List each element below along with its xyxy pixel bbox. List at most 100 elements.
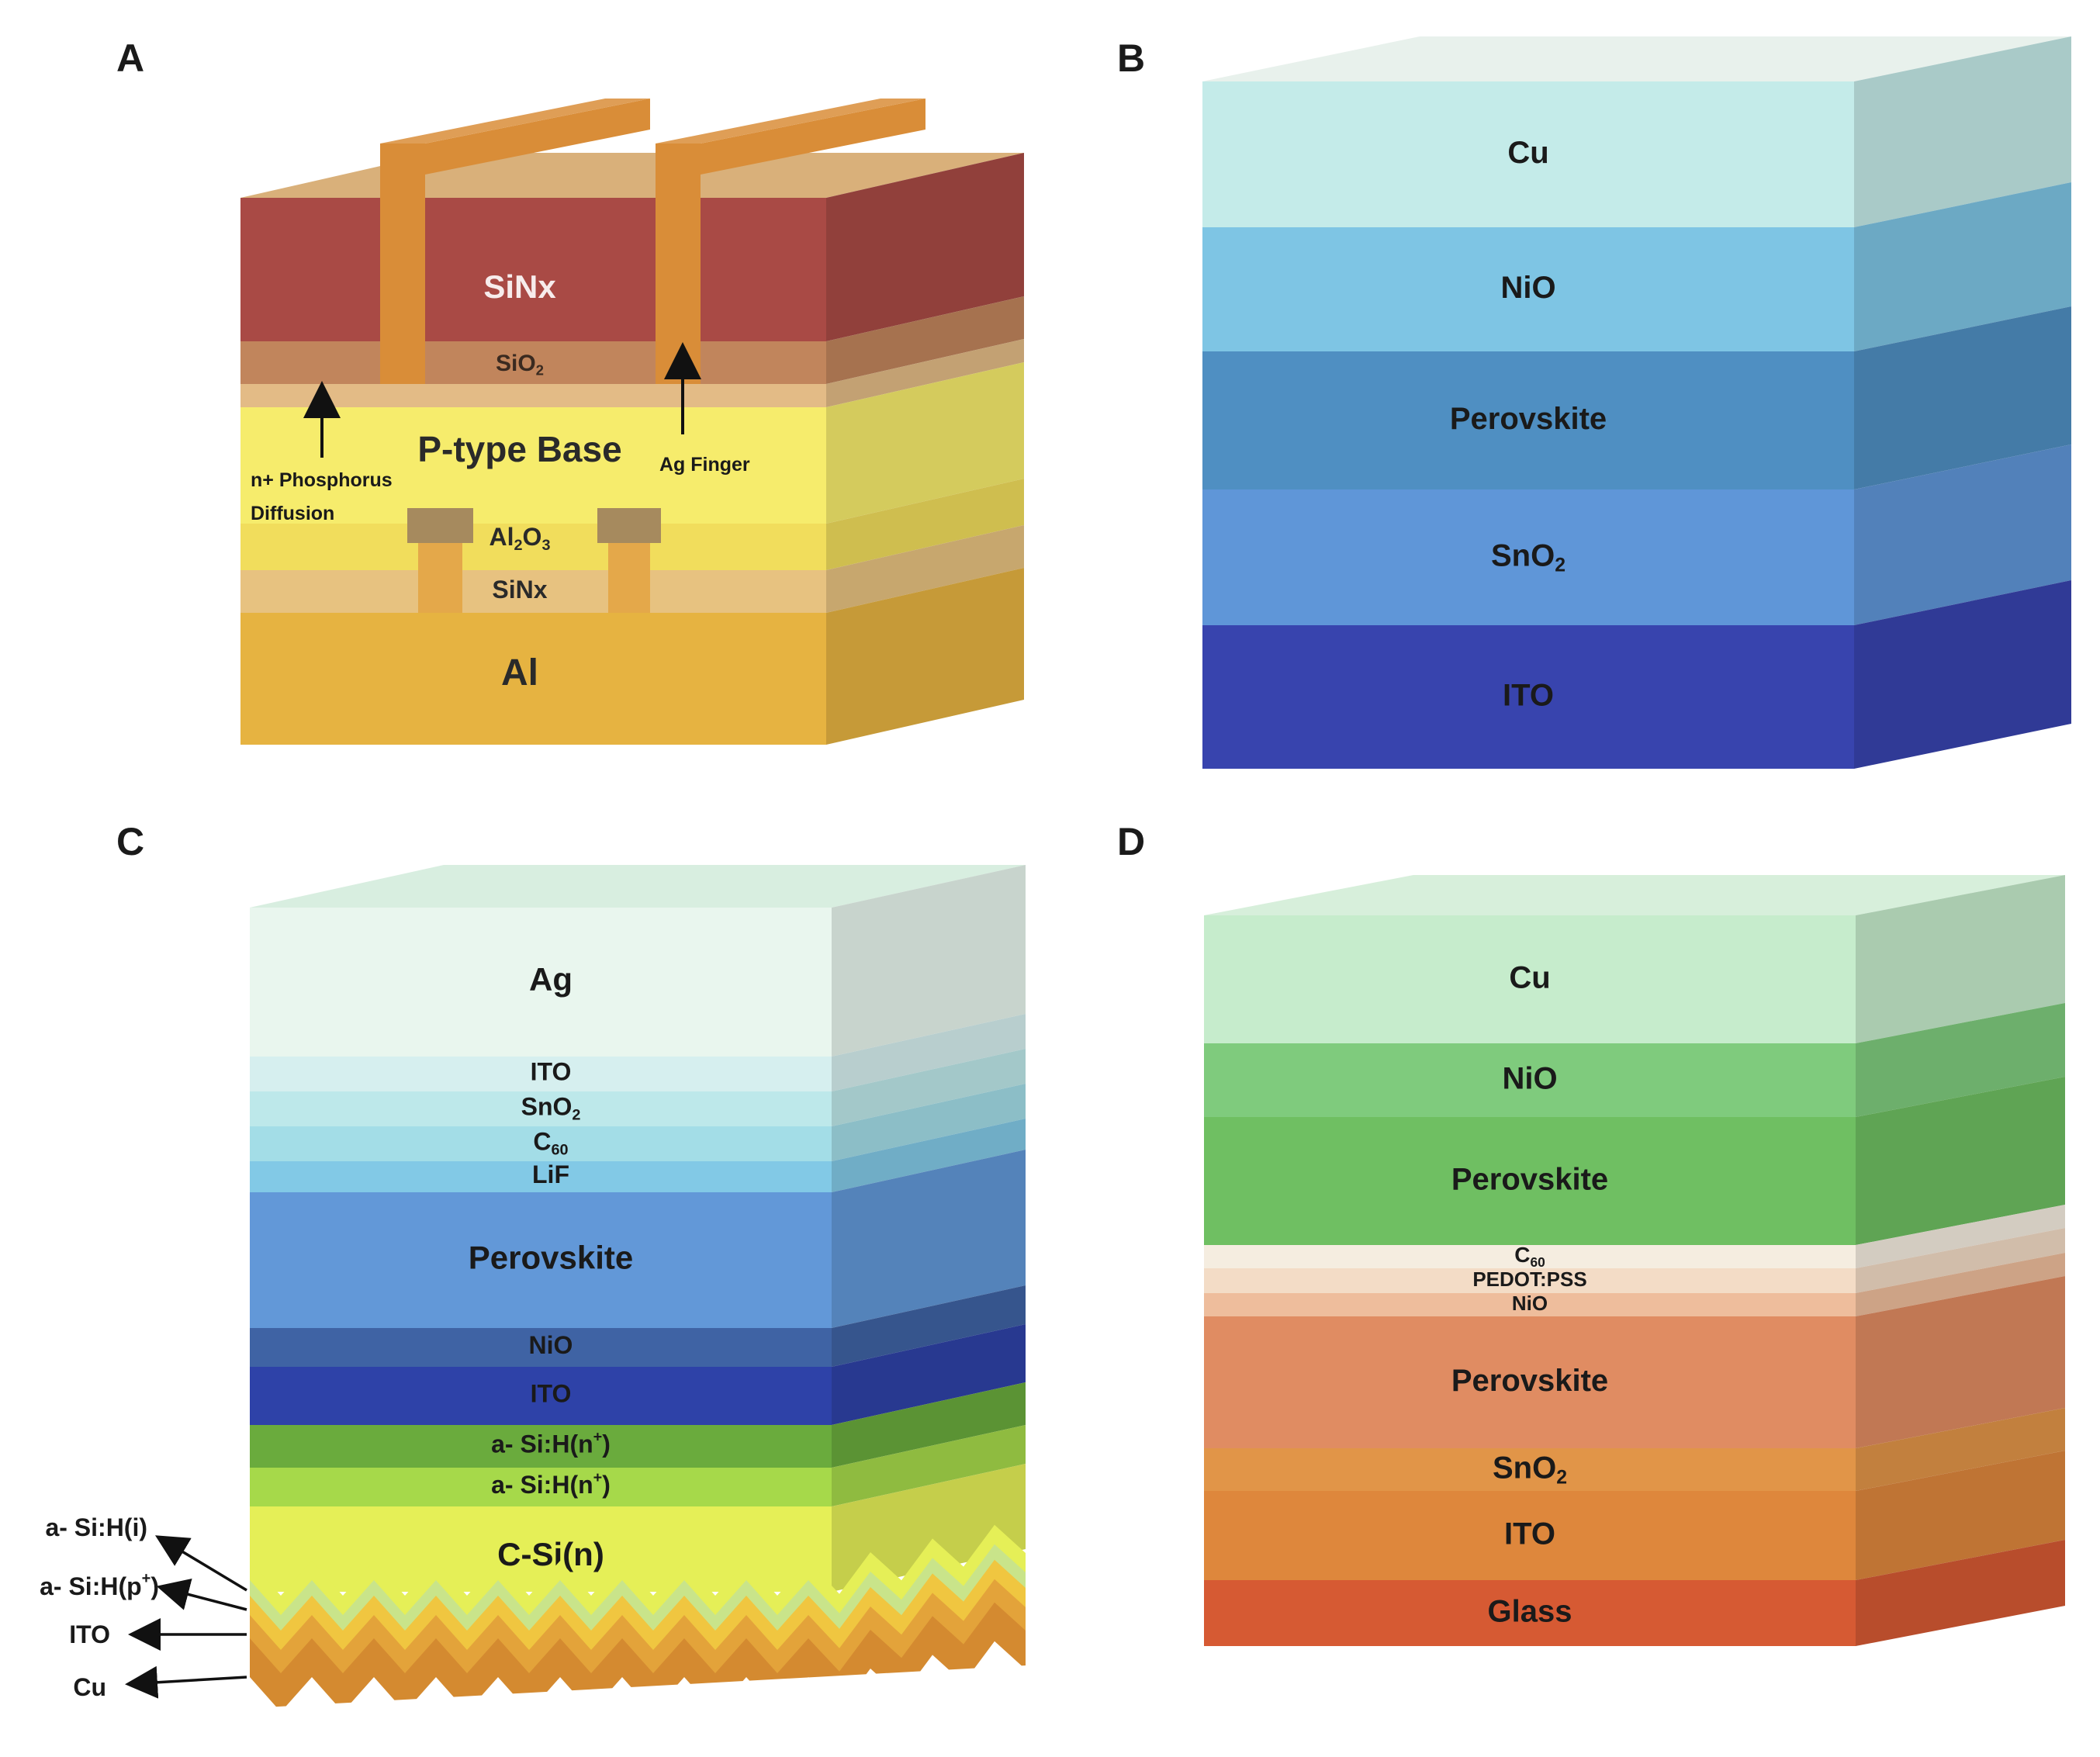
d-layer-sno2-7-label-subscript: 2 (1556, 1467, 1567, 1488)
panel-letter-d: D (1117, 820, 1145, 863)
c-layer-ito-1-side (832, 1014, 1026, 1091)
a-layer-4 (240, 524, 826, 570)
a-label-al: Al (501, 652, 538, 693)
c-layer-ito-7 (250, 1367, 832, 1425)
c-layer-sno2-2-side (832, 1049, 1026, 1126)
c-layer-lif-4 (250, 1161, 832, 1192)
c-side-label-cu: Cu (73, 1673, 106, 1701)
a-layer-0 (240, 198, 826, 341)
b-layer-ito-4-label-text: ITO (1503, 678, 1554, 712)
c-layer-a-si-h-n-8-label-superscript: + (593, 1429, 603, 1446)
c-layer-ito-7-label: ITO (531, 1380, 572, 1408)
a-layer-5 (240, 570, 826, 613)
a-label-sio2-subscript: 2 (536, 361, 544, 378)
c-layer-perovskite-5-side (832, 1150, 1026, 1328)
b-layer-perovskite-2-label: Perovskite (1450, 402, 1607, 436)
c-layer-ito-1 (250, 1057, 832, 1091)
d-layer-perovskite-6 (1204, 1316, 1856, 1448)
diffusion-label: Diffusion (251, 503, 334, 524)
a-label-al2o3: Al2O3 (490, 523, 551, 554)
d-layer-nio-1-label-text: NiO (1502, 1061, 1557, 1095)
d-layer-pedot-pss-4 (1204, 1268, 1856, 1293)
a-layer-2-side (826, 339, 1024, 407)
c-layer-c60-3-label: C60 (533, 1128, 568, 1159)
c-layer-lif-4-label-text: LiF (532, 1160, 569, 1188)
c-side-label-text-0: a- Si:H(i) (45, 1513, 147, 1541)
c-layer-nio-6 (250, 1328, 832, 1367)
c-layer-ito-1-label-text: ITO (531, 1058, 572, 1086)
c-layer-a-si-h-n-9-label-superscript: + (593, 1469, 603, 1486)
c-layer-ag-0-side (832, 865, 1026, 1057)
b-layer-nio-1 (1202, 227, 1854, 351)
c-side-arrow-3 (125, 1665, 247, 1699)
c-layer-lif-4-label: LiF (532, 1160, 569, 1188)
c-layer-ito-7-label-text: ITO (531, 1380, 572, 1408)
b-layer-sno2-3-label: SnO2 (1491, 538, 1565, 576)
c-layer-ito-1-label: ITO (531, 1058, 572, 1086)
d-layer-ito-8-label-text: ITO (1504, 1517, 1555, 1551)
panel-letter-a: A (116, 36, 144, 80)
b-layer-sno2-3-side (1854, 444, 2071, 625)
d-layer-cu-0-label-text: Cu (1509, 960, 1550, 994)
c-side-arrow-1 (156, 1578, 247, 1611)
rear-contact-cap-2 (597, 508, 661, 543)
c-layer-perovskite-5-label-text: Perovskite (469, 1240, 633, 1276)
c-layer-c60-3-side (832, 1084, 1026, 1161)
panel-letter-c: C (116, 820, 144, 863)
b-layer-cu-0-side (1854, 36, 2071, 227)
c-side-label-a-si-h-i: a- Si:H(i) (45, 1513, 147, 1541)
d-layer-pedot-pss-4-label: PEDOT:PSS (1472, 1268, 1586, 1291)
d-layer-glass-9-side (1856, 1540, 2065, 1646)
a-label-sinx-top-text: SiNx (483, 268, 556, 305)
c-layer-lif-4-side (832, 1119, 1026, 1192)
a-label-sinx-bottom: SiNx (492, 576, 547, 604)
panel-d-all-perovskite-tandem: CuNiOPerovskiteC60PEDOT:PSSNiOPerovskite… (1204, 875, 2065, 1646)
b-layer-perovskite-2-side (1854, 306, 2071, 489)
d-layer-nio-1 (1204, 1043, 1856, 1117)
d-layer-glass-9 (1204, 1580, 1856, 1646)
d-layer-perovskite-2 (1204, 1117, 1856, 1245)
d-layer-sno2-7-label: SnO2 (1493, 1451, 1567, 1488)
d-layer-pedot-pss-4-side (1856, 1228, 2065, 1293)
c-layer-ag-0-label-text: Ag (529, 961, 573, 998)
d-layer-glass-9-label: Glass (1488, 1594, 1572, 1628)
c-side-label-text-1: a- Si:H(p (40, 1572, 142, 1600)
top-face (1204, 875, 2065, 915)
a-label-al-text: Al (501, 652, 538, 693)
d-layer-perovskite-6-label: Perovskite (1451, 1364, 1608, 1398)
c-layer-a-si-h-n-9 (250, 1468, 832, 1506)
c-layer-sno2-2-label-subscript: 2 (572, 1107, 580, 1124)
d-layer-perovskite-2-label: Perovskite (1451, 1162, 1608, 1196)
d-layer-perovskite-6-label-text: Perovskite (1451, 1364, 1608, 1398)
d-layer-c60-3 (1204, 1245, 1856, 1268)
c-side-label-a-si-h-p: a- Si:H(p+) (40, 1570, 159, 1600)
b-layer-ito-4-label: ITO (1503, 678, 1554, 712)
d-layer-ito-8 (1204, 1491, 1856, 1580)
c-side-label-text-2: ITO (69, 1620, 110, 1648)
ag-finger-ridge-2 (701, 99, 925, 175)
a-layer-1-side (826, 296, 1024, 384)
a-layer-1 (240, 341, 826, 384)
b-layer-cu-0-label-text: Cu (1507, 136, 1548, 170)
d-layer-nio-5-side (1856, 1253, 2065, 1316)
c-layer-c60-3-label-subscript: 60 (552, 1142, 569, 1159)
c-layer-perovskite-5-label: Perovskite (469, 1240, 633, 1276)
a-label-al2o3-text: Al (490, 523, 514, 551)
panel-letter-b: B (1117, 36, 1145, 80)
a-layer-3 (240, 407, 826, 524)
b-layer-perovskite-2-label-text: Perovskite (1450, 402, 1607, 436)
c-layer-ag-0-label: Ag (529, 961, 573, 998)
c-side-label-sup-1: + (142, 1570, 151, 1587)
b-layer-perovskite-2 (1202, 351, 1854, 489)
a-label-al2o3-text-tail: O (523, 523, 542, 551)
a-layer-2 (240, 384, 826, 407)
b-layer-nio-1-label: NiO (1500, 271, 1555, 305)
c-layer-a-si-h-n-8-label-text: a- Si:H(n (491, 1430, 593, 1458)
ag-finger-top-2 (656, 99, 925, 144)
panel-b-perovskite-cell: Cu NiO Perovskite SnO2 ITO (1202, 36, 2071, 769)
c-textured-layer-4 (250, 1602, 1026, 1708)
d-layer-ito-8-side (1856, 1451, 2065, 1580)
